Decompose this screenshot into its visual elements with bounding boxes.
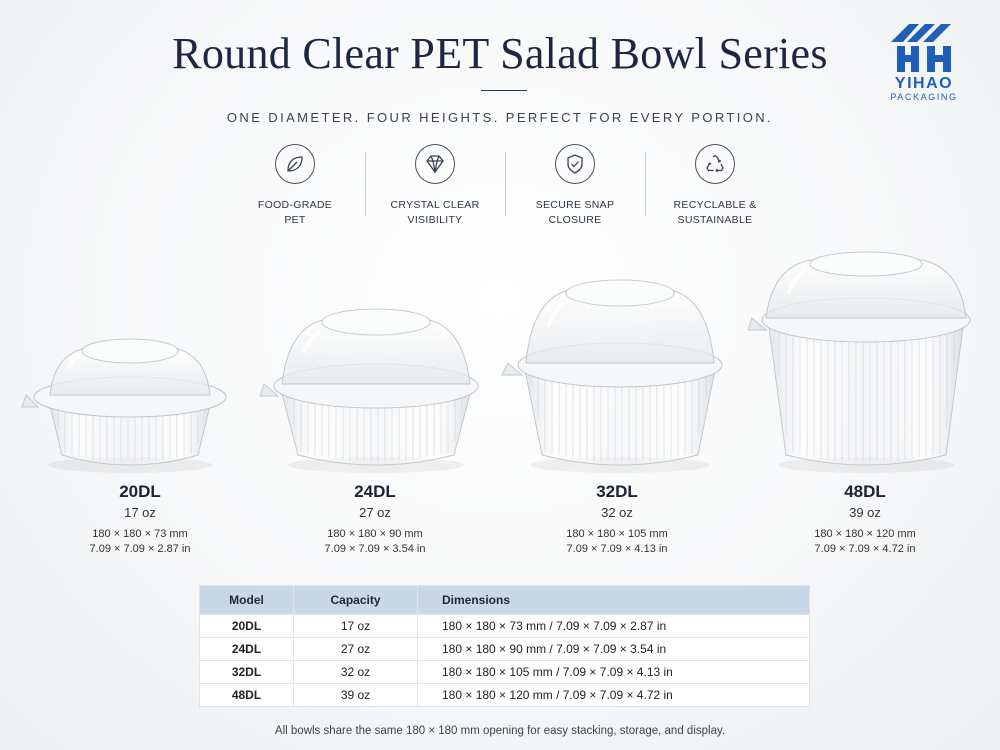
page-subtitle: ONE DIAMETER. FOUR HEIGHTS. PERFECT FOR … [226,110,774,125]
recycle-icon [695,144,735,184]
cell-dimensions: 180 × 180 × 90 mm / 7.09 × 7.09 × 3.54 i… [417,637,810,661]
model-capacity: 17 oz [124,505,156,520]
leaf-icon [275,144,315,184]
model-dimensions-mm: 180 × 180 × 90 mm [327,528,423,540]
header-dimensions: Dimensions [417,585,810,615]
table-row: 20DL 17 oz 180 × 180 × 73 mm / 7.09 × 7.… [199,614,810,638]
spec-table: Model Capacity Dimensions 20DL 17 oz 180… [199,585,810,707]
yihao-logo-icon [891,24,951,72]
feature-crystal-clear: CRYSTAL CLEAR VISIBILITY [365,144,505,234]
feature-secure-closure: SECURE SNAP CLOSURE [505,144,645,234]
feature-row: FOOD-GRADE PET CRYSTAL CLEAR VISIBILITY … [225,144,785,234]
model-card-20dl: 20DL 17 oz 180 × 180 × 73 mm 7.09 × 7.09… [40,482,240,557]
table-row: 32DL 32 oz 180 × 180 × 105 mm / 7.09 × 7… [199,660,810,684]
cell-model: 48DL [199,683,294,707]
cell-dimensions: 180 × 180 × 120 mm / 7.09 × 7.09 × 4.72 … [417,683,810,707]
bowl-32dl-image [501,279,723,473]
feature-label: SECURE SNAP CLOSURE [535,199,615,226]
cell-model: 24DL [199,637,294,661]
title-divider [481,90,527,91]
bowl-20dl-image [21,338,227,473]
cell-capacity: 39 oz [293,683,418,707]
brand-logo: YIHAO PACKAGING [876,22,972,106]
model-capacity: 32 oz [601,505,633,520]
model-dimensions-in: 7.09 × 7.09 × 3.54 in [324,543,426,555]
cell-dimensions: 180 × 180 × 73 mm / 7.09 × 7.09 × 2.87 i… [417,614,810,638]
table-row: 24DL 27 oz 180 × 180 × 90 mm / 7.09 × 7.… [199,637,810,661]
page-title: Round Clear PET Salad Bowl Series [172,29,828,78]
model-dimensions-in: 7.09 × 7.09 × 2.87 in [89,543,191,555]
model-capacity: 27 oz [359,505,391,520]
bowl-gallery [0,250,1000,480]
table-header-row: Model Capacity Dimensions [199,585,810,615]
brand-name: YIHAO [894,75,954,92]
bowl-48dl-image [748,251,971,473]
model-dimensions-in: 7.09 × 7.09 × 4.13 in [566,543,668,555]
diamond-icon [415,144,455,184]
cell-capacity: 17 oz [293,614,418,638]
cell-capacity: 32 oz [293,660,418,684]
model-card-24dl: 24DL 27 oz 180 × 180 × 90 mm 7.09 × 7.09… [275,482,475,557]
bowl-24dl-image [259,308,479,473]
feature-recyclable: RECYCLABLE & SUSTAINABLE [645,144,785,234]
footnote: All bowls share the same 180 × 180 mm op… [274,725,726,737]
model-card-32dl: 32DL 32 oz 180 × 180 × 105 mm 7.09 × 7.0… [517,482,717,557]
model-dimensions-in: 7.09 × 7.09 × 4.72 in [814,543,916,555]
brand-tagline: PACKAGING [890,92,958,102]
cell-capacity: 27 oz [293,637,418,661]
header-capacity: Capacity [293,585,418,615]
cell-model: 20DL [199,614,294,638]
feature-label: RECYCLABLE & SUSTAINABLE [673,199,757,226]
model-dimensions-mm: 180 × 180 × 120 mm [814,528,916,540]
model-dimensions-mm: 180 × 180 × 73 mm [92,528,188,540]
table-row: 48DL 39 oz 180 × 180 × 120 mm / 7.09 × 7… [199,683,810,707]
model-name: 24DL [354,482,396,501]
model-dimensions-mm: 180 × 180 × 105 mm [566,528,668,540]
cell-dimensions: 180 × 180 × 105 mm / 7.09 × 7.09 × 4.13 … [417,660,810,684]
model-name: 32DL [596,482,638,501]
model-name: 20DL [119,482,161,501]
feature-food-grade: FOOD-GRADE PET [225,144,365,234]
cell-model: 32DL [199,660,294,684]
model-card-48dl: 48DL 39 oz 180 × 180 × 120 mm 7.09 × 7.0… [765,482,965,557]
shield-check-icon [555,144,595,184]
model-name: 48DL [844,482,886,501]
feature-label: FOOD-GRADE PET [257,199,333,226]
feature-label: CRYSTAL CLEAR VISIBILITY [390,199,480,226]
model-capacity: 39 oz [849,505,881,520]
header-model: Model [199,585,294,615]
